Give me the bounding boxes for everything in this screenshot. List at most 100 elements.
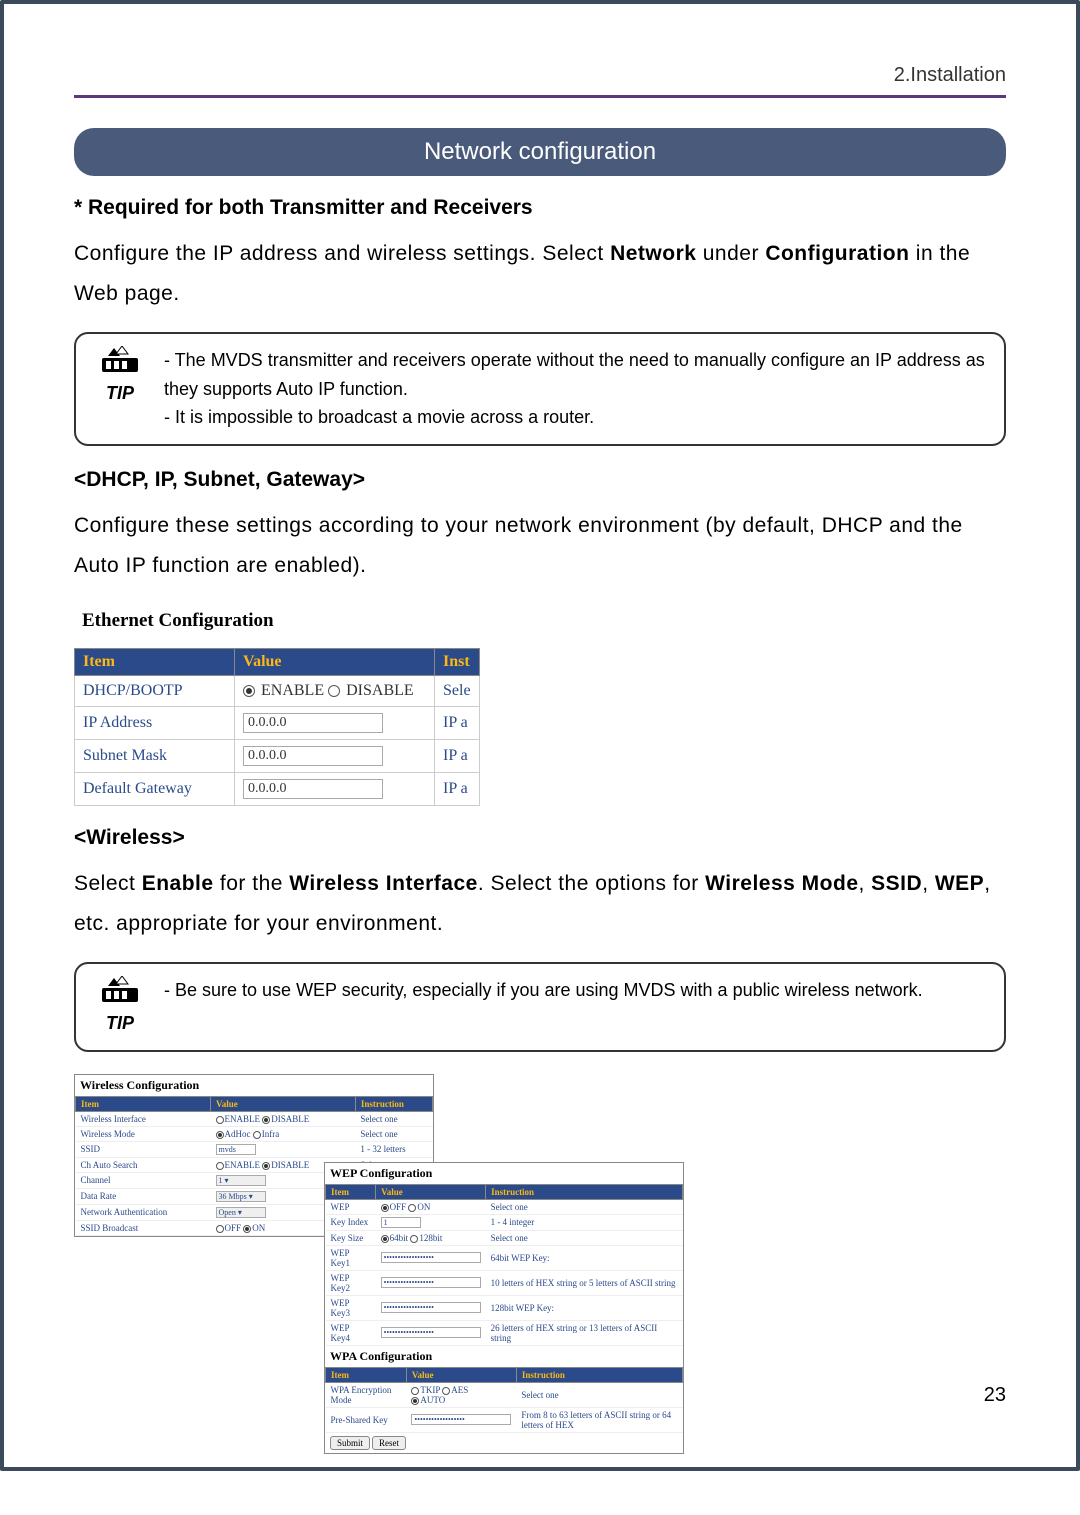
psk-input[interactable]: •••••••••••••••••• [411,1414,511,1425]
radio[interactable] [216,1131,224,1139]
intro-paragraph: Configure the IP address and wireless se… [74,234,1006,314]
wc-item: WEP [326,1199,376,1214]
wt-mode: Wireless Mode [705,872,858,895]
lbl: 128bit [419,1233,442,1243]
radio[interactable] [216,1225,224,1233]
submit-button[interactable]: Submit [330,1436,370,1450]
table-row: SSIDmvds1 - 32 letters [76,1141,433,1157]
eth-item: Subnet Mask [75,739,235,772]
eth-inst: IP a [435,706,480,739]
section-title: Network configuration [74,128,1006,176]
radio[interactable] [410,1235,418,1243]
tip-icon: TIP [92,346,148,404]
wireless-config-screenshots: Wireless Configuration ItemValueInstruct… [74,1074,1006,1364]
wc-val: •••••••••••••••••• [406,1407,516,1432]
radio[interactable] [216,1162,224,1170]
wc-val: 1 [376,1214,486,1230]
wc-val: OFF ON [376,1199,486,1214]
tip-content: - Be sure to use WEP security, especiall… [164,976,923,1005]
radio[interactable] [381,1204,389,1212]
wc-val: AdHoc Infra [211,1126,356,1141]
wc-title: Wireless Configuration [75,1075,433,1096]
auth-select[interactable]: Open ▾ [216,1207,266,1218]
radio[interactable] [411,1397,419,1405]
wc-val: •••••••••••••••••• [376,1245,486,1270]
table-row: Wireless ModeAdHoc InfraSelect one [76,1126,433,1141]
lbl: TKIP [420,1385,440,1395]
ethernet-config-table: Ethernet Configuration Item Value Inst D… [74,604,1006,806]
intro-config: Configuration [765,242,909,265]
wc-inst: Select one [355,1111,432,1126]
radio[interactable] [253,1131,261,1139]
eth-item: DHCP/BOOTP [75,675,235,706]
enable-label: ENABLE [261,682,324,699]
wc-inst: 1 - 4 integer [486,1214,683,1230]
wc-item: Key Index [326,1214,376,1230]
channel-select[interactable]: 1 ▾ [216,1175,266,1186]
gateway-input[interactable]: 0.0.0.0 [243,779,383,799]
lbl: DISABLE [271,1160,309,1170]
wc-item: Channel [76,1172,211,1188]
wt: for the [214,872,290,895]
subnet-input[interactable]: 0.0.0.0 [243,746,383,766]
wc-col: Item [326,1184,376,1199]
eth-item: IP Address [75,706,235,739]
radio[interactable] [411,1387,419,1395]
radio[interactable] [262,1162,270,1170]
rate-select[interactable]: 36 Mbps ▾ [216,1191,266,1202]
key-input[interactable]: •••••••••••••••••• [381,1252,481,1263]
radio[interactable] [216,1116,224,1124]
lbl: OFF [225,1223,242,1233]
key-input[interactable]: •••••••••••••••••• [381,1302,481,1313]
wc-item: SSID Broadcast [76,1220,211,1235]
tip-icon: TIP [92,976,148,1034]
button-row: SubmitReset [325,1433,683,1453]
radio[interactable] [381,1235,389,1243]
table-row: WEP Key3••••••••••••••••••128bit WEP Key… [326,1295,683,1320]
ip-input[interactable]: 0.0.0.0 [243,713,383,733]
wt: . Select the options for [478,872,705,895]
tip-box-2: TIP - Be sure to use WEP security, espec… [74,962,1006,1052]
wc-item: WPA Encryption Mode [326,1382,407,1407]
wc-item: WEP Key1 [326,1245,376,1270]
wc-inst: Select one [486,1230,683,1245]
lbl: ON [252,1223,265,1233]
eth-value: 0.0.0.0 [235,739,435,772]
ssid-input[interactable]: mvds [216,1144,256,1155]
lbl: 64bit [390,1233,409,1243]
wc-val: ENABLE DISABLE [211,1111,356,1126]
table-row: WEPOFF ONSelect one [326,1199,683,1214]
reset-button[interactable]: Reset [372,1436,406,1450]
table-row: WEP Key4••••••••••••••••••26 letters of … [326,1320,683,1345]
wc-col: Instruction [516,1367,682,1382]
radio[interactable] [243,1225,251,1233]
radio[interactable] [408,1204,416,1212]
wt-enable: Enable [142,872,214,895]
intro-text: Configure the IP address and wireless se… [74,242,610,265]
wep-config-table: WEP Configuration Item ValueInstruction W… [324,1162,684,1454]
table-row: DHCP/BOOTP ENABLE DISABLE Sele [75,675,480,706]
breadcrumb: 2.Installation [74,64,1006,98]
wireless-text: Select Enable for the Wireless Interface… [74,864,1006,944]
wt: , [859,872,872,895]
wc-val: TKIP AESAUTO [406,1382,516,1407]
eth-value: 0.0.0.0 [235,772,435,805]
keyidx-input[interactable]: 1 [381,1217,421,1228]
radio-disable[interactable] [328,685,340,697]
eth-col-item: Item [75,648,235,675]
eth-inst: Sele [435,675,480,706]
table-row: IP Address 0.0.0.0 IP a [75,706,480,739]
lbl: ENABLE [225,1160,261,1170]
radio-enable[interactable] [243,685,255,697]
radio[interactable] [262,1116,270,1124]
wc-item: Network Authentication [76,1204,211,1220]
wep-title: WEP Configuration [325,1163,683,1184]
wc-col: Value [406,1367,516,1382]
key-input[interactable]: •••••••••••••••••• [381,1277,481,1288]
wc-item: WEP Key2 [326,1270,376,1295]
wc-item: Wireless Mode [76,1126,211,1141]
key-input[interactable]: •••••••••••••••••• [381,1327,481,1338]
lbl: ON [417,1202,430,1212]
radio[interactable] [442,1387,450,1395]
wc-inst: 128bit WEP Key: [486,1295,683,1320]
